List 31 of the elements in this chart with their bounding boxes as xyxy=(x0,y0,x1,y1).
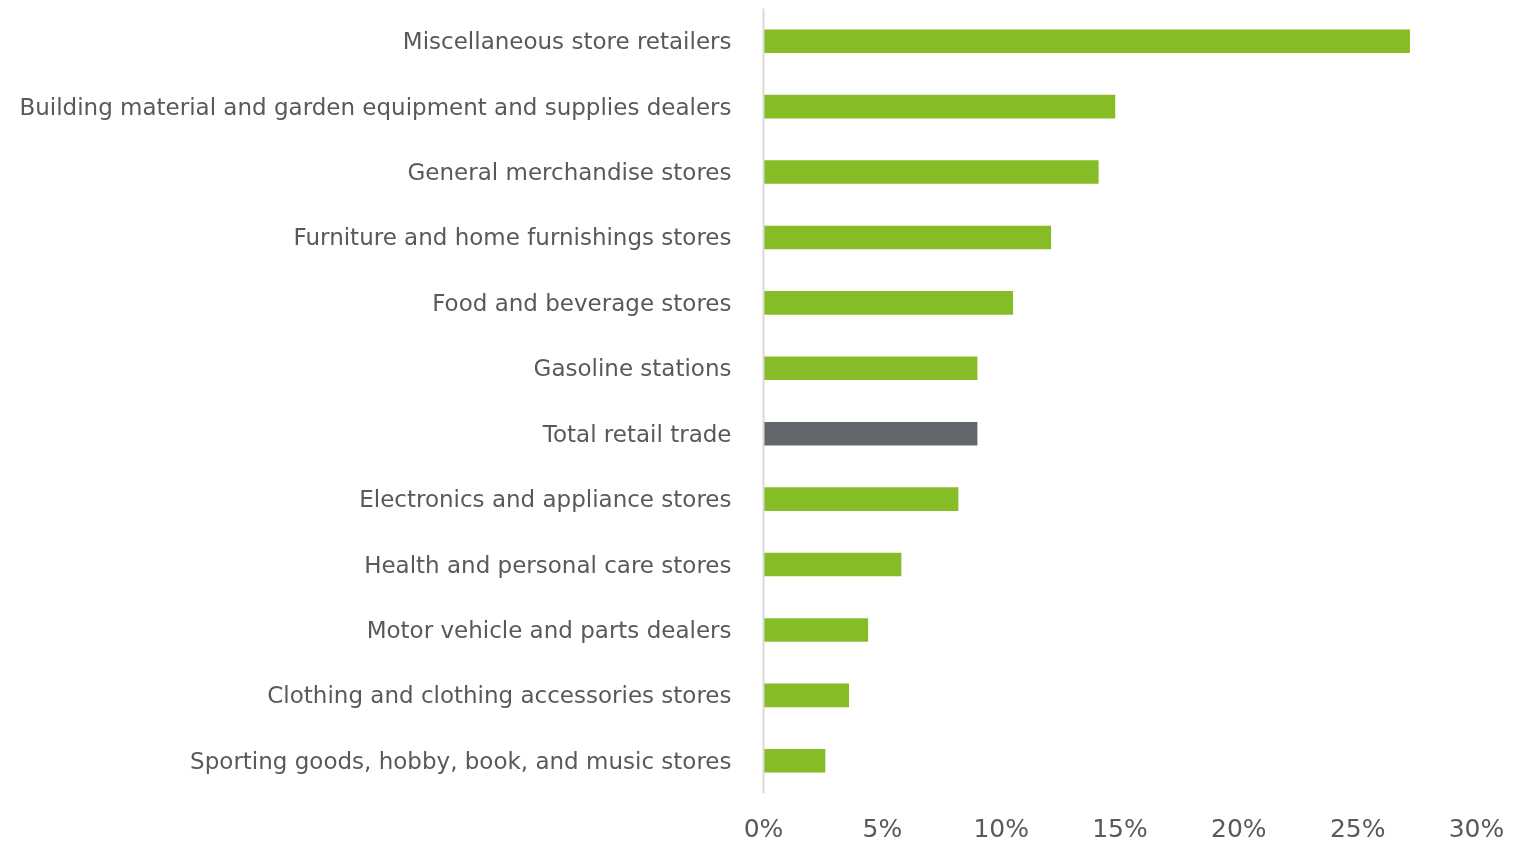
bar xyxy=(763,749,826,773)
bar xyxy=(763,487,959,511)
bar xyxy=(763,683,850,708)
bar xyxy=(763,29,1410,53)
bar xyxy=(763,356,978,381)
y-tick-label: Furniture and home furnishings stores xyxy=(293,224,732,251)
bar xyxy=(763,291,1014,315)
bar xyxy=(763,618,869,642)
x-tick-label: 5% xyxy=(862,813,903,843)
x-tick-label: 10% xyxy=(973,813,1029,843)
bar xyxy=(763,225,1052,250)
y-tick-label: Clothing and clothing accessories stores xyxy=(267,682,732,709)
x-tick-label: 0% xyxy=(743,813,784,843)
bar xyxy=(763,160,1099,184)
y-tick-label: Gasoline stations xyxy=(533,355,732,382)
x-tick-label: 25% xyxy=(1329,813,1386,843)
y-tick-label: Miscellaneous store retailers xyxy=(402,28,732,55)
bar xyxy=(763,421,978,446)
y-tick-label: Building material and garden equipment and supplies dealers xyxy=(19,93,732,120)
y-tick-label: Motor vehicle and parts dealers xyxy=(366,616,732,643)
bar xyxy=(763,94,1116,119)
y-tick-label: General merchandise stores xyxy=(407,159,732,186)
x-tick-label: 20% xyxy=(1211,813,1267,843)
y-tick-label: Total retail trade xyxy=(541,420,732,447)
y-tick-label: Health and personal care stores xyxy=(364,551,732,578)
bar xyxy=(763,552,902,577)
x-tick-label: 15% xyxy=(1092,813,1148,843)
y-tick-label: Sporting goods, hobby, book, and music stores xyxy=(190,747,732,774)
x-tick-label: 30% xyxy=(1448,813,1505,843)
y-tick-label: Electronics and appliance stores xyxy=(359,486,732,513)
y-tick-label: Food and beverage stores xyxy=(432,289,732,316)
